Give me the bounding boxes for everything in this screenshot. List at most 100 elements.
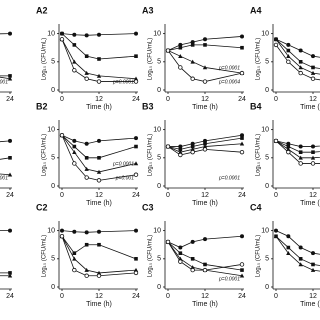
data-point [286, 250, 291, 255]
data-point [133, 76, 139, 81]
data-point [298, 65, 303, 70]
y-tick-label: 0 [157, 284, 161, 291]
data-point [203, 138, 207, 143]
y-tick-label: 5 [265, 59, 269, 66]
x-tick-label: 0 [166, 96, 170, 103]
data-point [298, 262, 303, 267]
data-point [190, 257, 195, 261]
data-point [97, 138, 101, 143]
x-tick-label: 0 [60, 96, 64, 103]
data-point [190, 40, 195, 45]
y-tick-label: 0 [265, 284, 269, 291]
data-point [273, 42, 279, 48]
x-tick-label: 0 [274, 192, 278, 199]
panel-title: C2 [36, 202, 48, 212]
panel: C2 0 5 10 0 12 24 Time (h) Log₁₀ (CFU/mL) [36, 202, 140, 307]
y-tick-label: 5 [265, 256, 269, 263]
data-point [311, 54, 315, 59]
y-tick-label: 0 [51, 183, 55, 190]
panel-title: A4 [250, 5, 262, 15]
x-tick-label: 0 [60, 192, 64, 199]
data-point [96, 169, 102, 174]
data-point [203, 141, 207, 146]
x-axis-label: Time (h) [300, 301, 320, 308]
y-axis-label: Log₁₀ (CFU/mL) [42, 38, 48, 81]
x-axis-label: Time (h) [192, 301, 218, 308]
x-axis-label: Time (h) [300, 104, 320, 111]
series-line [0, 275, 10, 277]
data-point [203, 43, 207, 47]
data-point [96, 73, 102, 78]
data-point [84, 70, 89, 75]
data-point [310, 161, 316, 166]
data-point [202, 267, 208, 273]
data-point [298, 150, 303, 154]
x-tick-label: 24 [132, 96, 140, 103]
y-tick-label: 0 [157, 183, 161, 190]
data-point [84, 166, 89, 171]
x-tick-label: 0 [60, 293, 64, 300]
y-axis-label: Log₁₀ (CFU/mL) [256, 134, 262, 177]
data-point [72, 161, 77, 166]
data-point [7, 172, 13, 177]
panel: A4051001224Time (h)Log₁₀ (CFU/mL) [250, 5, 320, 111]
data-point [72, 138, 77, 143]
data-point [59, 234, 65, 239]
data-point [133, 267, 139, 272]
y-tick-label: 5 [157, 59, 161, 66]
x-tick-label: 24 [238, 96, 246, 103]
data-point [202, 144, 208, 149]
x-tick-label: 0 [274, 293, 278, 300]
data-point [286, 48, 291, 53]
data-point [178, 251, 183, 255]
series-line [0, 272, 10, 274]
data-point [8, 138, 12, 143]
data-point [96, 270, 102, 275]
x-tick-label: 12 [201, 96, 209, 103]
y-axis-label: Log₁₀ (CFU/mL) [256, 235, 262, 278]
data-point [59, 133, 65, 138]
data-point [133, 172, 139, 177]
data-point [310, 155, 316, 160]
data-point [273, 138, 279, 144]
x-axis-label: Time (h) [86, 301, 112, 308]
panel-title: C4 [250, 202, 262, 212]
y-tick-label: 10 [261, 30, 269, 37]
data-point [97, 242, 101, 247]
data-point [178, 42, 183, 47]
data-point [84, 141, 89, 146]
x-tick-label: 24 [132, 293, 140, 300]
data-point [311, 262, 315, 267]
y-tick-label: 10 [261, 126, 269, 133]
data-point [311, 65, 315, 70]
x-tick-label: 24 [6, 192, 14, 199]
data-point [134, 228, 138, 233]
data-point [298, 48, 303, 53]
y-tick-label: 5 [51, 256, 55, 263]
annotation: p=0.0001 [0, 79, 8, 85]
data-point [59, 37, 65, 42]
annotation: p=0.001 [0, 175, 8, 181]
y-tick-label: 0 [265, 87, 269, 94]
panel: B3 0 5 10 0 12 24 Time (h) Log₁₀ (CFU/mL) p=0.000… [142, 101, 246, 206]
y-axis-label: Log₁₀ (CFU/mL) [42, 235, 48, 278]
panel: C3 0 5 10 0 12 24 Time (h) Log₁₀ (CFU/mL) p=0.000… [142, 202, 246, 307]
data-point [84, 76, 89, 81]
x-tick-label: 24 [132, 192, 140, 199]
data-point [190, 141, 195, 146]
data-point [72, 32, 77, 37]
series-line [0, 157, 11, 160]
data-point [239, 273, 245, 278]
data-point [72, 43, 77, 47]
x-tick-label: 24 [6, 293, 14, 300]
series-line [275, 38, 320, 58]
data-point [8, 74, 12, 78]
x-tick-label: 0 [274, 96, 278, 103]
y-tick-label: 0 [51, 284, 55, 291]
data-point [165, 144, 171, 149]
data-point [8, 156, 12, 160]
data-point [84, 267, 89, 272]
data-point [298, 155, 303, 160]
y-tick-label: 10 [47, 126, 55, 133]
